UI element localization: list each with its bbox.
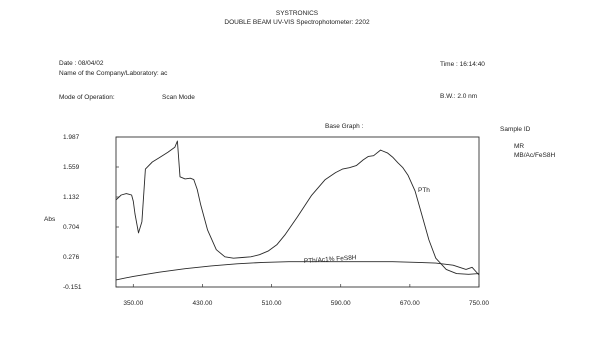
sample-id-label: Sample ID [500, 126, 531, 133]
mode-value: Scan Mode [162, 94, 195, 101]
plot-border [115, 136, 480, 288]
y-tick-label: 0.276 [63, 254, 80, 261]
series-line-2 [115, 261, 480, 281]
bandwidth-text: B.W.: 2.0 nm [440, 93, 478, 100]
y-tick-label: 1.987 [63, 134, 80, 141]
x-tick-label: 350.00 [123, 300, 143, 307]
y-tick-label: 1.132 [63, 194, 80, 201]
report-subtitle: DOUBLE BEAM UV-VIS Spectrophotometer: 22… [224, 19, 370, 26]
y-axis-ticks: 1.987 1.559 1.132 0.704 0.276 -0.151 [63, 134, 119, 291]
y-tick-label: -0.151 [63, 284, 82, 291]
sample-id-value-2: MB/Ac/FeS8H [514, 152, 556, 159]
y-tick-label: 1.559 [63, 164, 80, 171]
mode-label: Mode of Operation: [59, 94, 115, 101]
annotation-pth-ac: PTh/Ac1% FeS8H [304, 254, 357, 265]
y-axis-label: Abs [44, 216, 56, 223]
plot-frame [115, 136, 480, 288]
x-tick-label: 590.00 [331, 300, 351, 307]
series-group [115, 140, 480, 281]
x-tick-label: 670.00 [400, 300, 420, 307]
time-text: Time : 16:14:40 [440, 61, 485, 68]
y-tick-label: 0.704 [63, 224, 80, 231]
report-title: SYSTRONICS [275, 10, 319, 17]
x-axis-ticks: 350.00 430.00 510.00 590.00 670.00 750.00 [123, 284, 489, 307]
series-line-1 [115, 140, 480, 275]
x-tick-label: 750.00 [469, 300, 489, 307]
date-text: Date : 08/04/02 [59, 60, 104, 67]
x-tick-label: 430.00 [192, 300, 212, 307]
sample-id-value-1: MR [514, 143, 525, 150]
annotation-pth: PTh [418, 187, 430, 194]
x-tick-label: 510.00 [262, 300, 282, 307]
company-text: Name of the Company/Laboratory: ac [59, 70, 168, 77]
base-graph-label: Base Graph : [325, 123, 364, 130]
